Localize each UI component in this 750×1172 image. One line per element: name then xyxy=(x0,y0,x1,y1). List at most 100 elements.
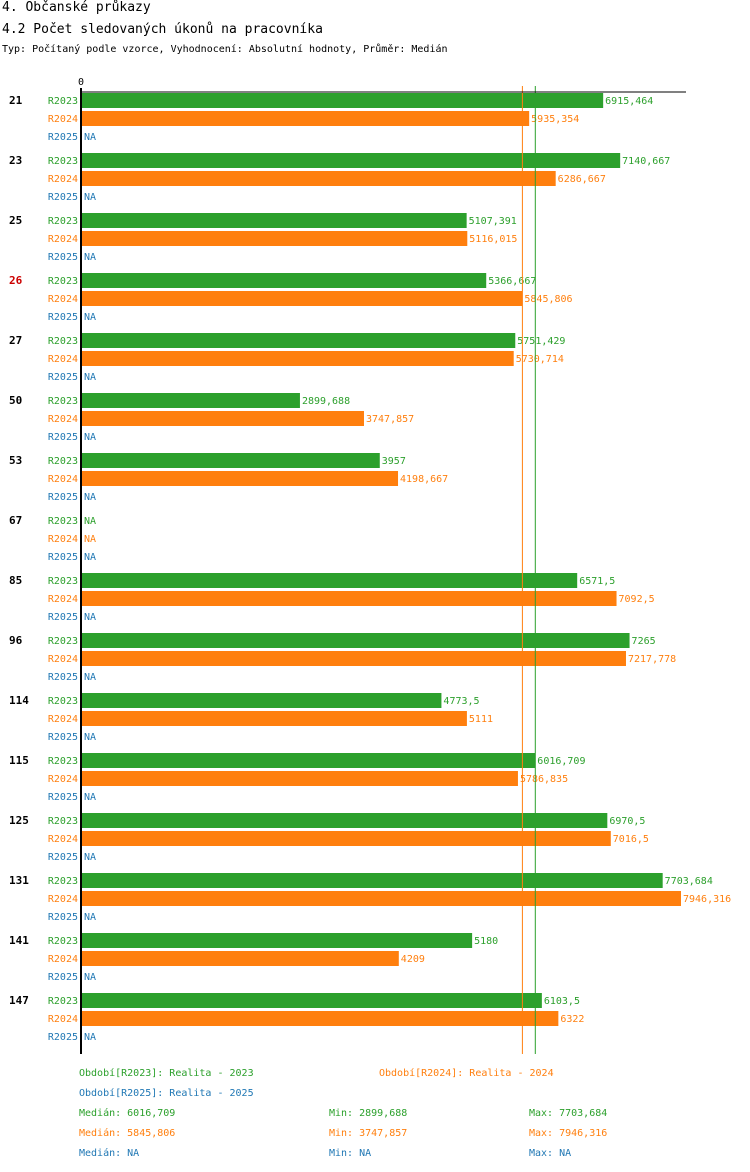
data-label: NA xyxy=(84,912,96,923)
bar xyxy=(81,951,399,966)
series-label: R2024 xyxy=(48,834,78,845)
data-label: NA xyxy=(84,972,96,983)
series-label: R2025 xyxy=(48,792,78,803)
series-label: R2024 xyxy=(48,714,78,725)
bar xyxy=(81,273,487,288)
series-label: R2023 xyxy=(48,576,78,587)
data-label: NA xyxy=(84,252,96,263)
bar xyxy=(81,1011,559,1026)
series-label: R2023 xyxy=(48,336,78,347)
stat-min-r2024: Min: 3747,857 xyxy=(329,1128,408,1139)
bar xyxy=(81,693,442,708)
category-label: 147 xyxy=(9,994,29,1007)
stat-max-r2024: Max: 7946,316 xyxy=(529,1128,608,1139)
series-label: R2025 xyxy=(48,852,78,863)
bar xyxy=(81,111,530,126)
bar xyxy=(81,453,380,468)
category-label: 26 xyxy=(9,274,23,287)
series-label: R2025 xyxy=(48,312,78,323)
series-label: R2023 xyxy=(48,996,78,1007)
data-label: NA xyxy=(84,192,96,203)
bar xyxy=(81,213,467,228)
series-label: R2024 xyxy=(48,534,78,545)
data-label: 5111 xyxy=(469,714,493,725)
category-label: 114 xyxy=(9,694,29,707)
series-label: R2025 xyxy=(48,192,78,203)
data-label: 5107,391 xyxy=(469,216,517,227)
series-label: R2025 xyxy=(48,492,78,503)
category-label: 115 xyxy=(9,754,29,767)
data-label: 5786,835 xyxy=(520,774,568,785)
category-label: 125 xyxy=(9,814,29,827)
data-label: NA xyxy=(84,552,96,563)
data-label: 5116,015 xyxy=(469,234,517,245)
series-label: R2023 xyxy=(48,396,78,407)
series-label: R2024 xyxy=(48,294,78,305)
series-label: R2024 xyxy=(48,1014,78,1025)
series-label: R2025 xyxy=(48,432,78,443)
category-label: 67 xyxy=(9,514,22,527)
stat-max-r2023: Max: 7703,684 xyxy=(529,1108,608,1119)
series-label: R2025 xyxy=(48,252,78,263)
data-label: NA xyxy=(84,732,96,743)
data-label: 6016,709 xyxy=(537,756,585,767)
data-label: NA xyxy=(84,852,96,863)
bar xyxy=(81,291,523,306)
series-label: R2024 xyxy=(48,354,78,365)
bar xyxy=(81,471,399,486)
series-label: R2024 xyxy=(48,114,78,125)
stat-median-r2025: Medián: NA xyxy=(79,1148,140,1159)
bar xyxy=(81,711,467,726)
bar xyxy=(81,873,663,888)
data-label: NA xyxy=(84,612,96,623)
data-label: 6322 xyxy=(560,1014,584,1025)
bar xyxy=(81,591,617,606)
data-label: 5935,354 xyxy=(531,114,579,125)
category-label: 141 xyxy=(9,934,29,947)
category-label: 21 xyxy=(9,94,23,107)
series-label: R2024 xyxy=(48,654,78,665)
page-subtitle: 4.2 Počet sledovaných úkonů na pracovník… xyxy=(2,22,323,37)
bar xyxy=(81,933,473,948)
series-label: R2023 xyxy=(48,156,78,167)
data-label: 6103,5 xyxy=(544,996,580,1007)
data-label: 5751,429 xyxy=(517,336,565,347)
series-label: R2024 xyxy=(48,594,78,605)
series-label: R2025 xyxy=(48,552,78,563)
bar xyxy=(81,651,626,666)
bar xyxy=(81,411,364,426)
series-label: R2025 xyxy=(48,612,78,623)
category-label: 25 xyxy=(9,214,22,227)
series-label: R2023 xyxy=(48,876,78,887)
data-label: 6571,5 xyxy=(579,576,615,587)
data-label: NA xyxy=(84,132,96,143)
bar xyxy=(81,231,468,246)
data-label: 7092,5 xyxy=(619,594,655,605)
bar xyxy=(81,993,542,1008)
bar-chart: 0 21 R2023 6915,464 R2024 5935,354 R2025 NA 23 R2… xyxy=(9,77,731,1054)
bar xyxy=(81,891,681,906)
data-label: 6286,667 xyxy=(558,174,606,185)
category-label: 85 xyxy=(9,574,22,587)
series-label: R2024 xyxy=(48,894,78,905)
bar xyxy=(81,633,630,648)
series-label: R2025 xyxy=(48,132,78,143)
bar xyxy=(81,351,514,366)
series-label: R2023 xyxy=(48,756,78,767)
data-label: 3957 xyxy=(382,456,406,467)
data-label: NA xyxy=(84,1032,96,1043)
data-label: 7265 xyxy=(632,636,656,647)
series-label: R2024 xyxy=(48,474,78,485)
data-label: 5366,667 xyxy=(488,276,536,287)
bar xyxy=(81,771,518,786)
series-label: R2023 xyxy=(48,816,78,827)
data-label: 7140,667 xyxy=(622,156,670,167)
data-label: NA xyxy=(84,312,96,323)
series-label: R2023 xyxy=(48,456,78,467)
series-label: R2025 xyxy=(48,672,78,683)
series-label: R2023 xyxy=(48,936,78,947)
bar xyxy=(81,333,516,348)
bar xyxy=(81,153,621,168)
legend-period-r2023: Období[R2023]: Realita - 2023 xyxy=(79,1068,254,1079)
legend-period-r2025: Období[R2025]: Realita - 2025 xyxy=(79,1088,254,1099)
